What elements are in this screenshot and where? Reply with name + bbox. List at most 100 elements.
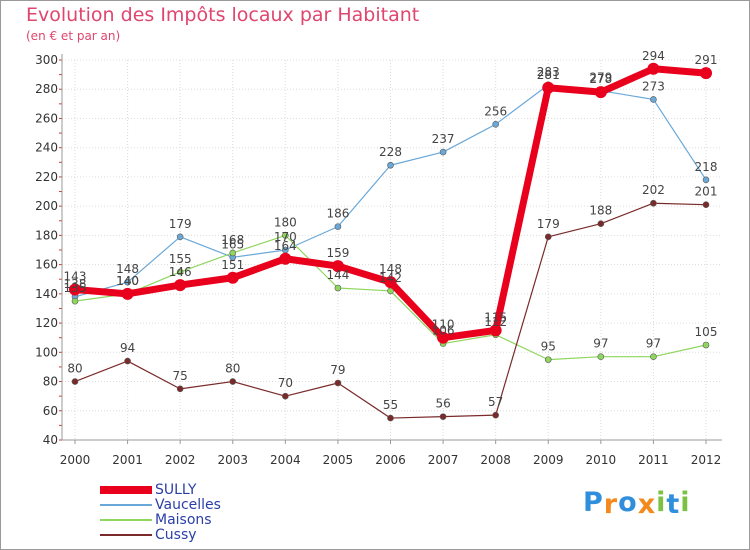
point-sully: [594, 86, 607, 99]
point-vaucelles: [176, 233, 184, 241]
logo-letter: x: [637, 489, 657, 520]
data-label-sully: 148: [379, 262, 402, 276]
data-label-maisons: 105: [695, 325, 718, 339]
data-label-vaucelles: 179: [169, 217, 192, 231]
data-label-cussy: 80: [67, 362, 82, 376]
point-cussy: [387, 414, 394, 422]
logo-letter: i: [656, 487, 667, 518]
x-tick-label: 2012: [691, 453, 722, 467]
y-tick-label: 280: [35, 82, 58, 96]
data-label-cussy: 202: [642, 183, 665, 197]
grid: [62, 59, 722, 441]
y-tick-label: 140: [35, 287, 58, 301]
point-sully: [700, 67, 712, 80]
data-label-sully: 140: [116, 274, 139, 288]
point-cussy: [229, 378, 237, 385]
point-sully: [331, 260, 344, 273]
data-label-cussy: 201: [695, 185, 718, 199]
legend-label-sully: SULLY: [155, 482, 197, 498]
data-label-cussy: 179: [537, 217, 560, 231]
data-label-maisons: 140: [116, 274, 139, 288]
legend-swatch-maisons: [100, 519, 152, 521]
data-label-sully: 146: [169, 265, 192, 279]
data-label-sully: 291: [695, 53, 718, 67]
data-labels: 143 140 146 151 164 159 148 110 115 281 278 294 291 1…: [64, 49, 718, 412]
point-sully: [174, 279, 187, 292]
point-vaucelles: [334, 223, 342, 230]
data-label-sully: 294: [642, 49, 665, 63]
point-vaucelles: [650, 96, 657, 103]
data-label-cussy: 188: [589, 204, 612, 218]
x-tick-label: 2002: [165, 453, 196, 467]
y-tick-label: 240: [35, 141, 58, 155]
point-maisons: [176, 268, 184, 276]
legend-swatch-sully: [100, 486, 152, 494]
point-sully: [542, 81, 555, 94]
point-maisons: [229, 249, 237, 257]
data-label-vaucelles: 186: [326, 207, 349, 221]
point-sully: [489, 324, 502, 337]
data-label-cussy: 79: [330, 363, 345, 377]
logo-letter: P: [583, 487, 604, 518]
x-tick-label: 2007: [428, 453, 459, 467]
y-tick-label: 80: [43, 375, 58, 389]
point-sully: [384, 276, 397, 289]
point-maisons: [702, 341, 710, 349]
data-label-maisons: 142: [379, 271, 402, 285]
data-label-sully: 159: [326, 246, 349, 260]
legend-swatch-cussy: [100, 534, 152, 536]
data-label-cussy: 56: [435, 397, 450, 411]
logo-letter: o: [618, 487, 638, 518]
point-cussy: [282, 392, 289, 400]
point-vaucelles: [387, 161, 394, 169]
data-label-sully: 143: [64, 269, 87, 283]
point-sully: [69, 283, 81, 296]
data-label-maisons: 95: [541, 340, 556, 354]
y-tick-label: 180: [35, 228, 58, 242]
x-tick-label: 2010: [586, 453, 617, 467]
data-label-vaucelles: 273: [642, 79, 665, 93]
data-label-cussy: 55: [383, 398, 398, 412]
data-label-vaucelles: 148: [116, 262, 139, 276]
data-label-vaucelles: 279: [589, 71, 612, 85]
data-label-maisons: 112: [484, 315, 507, 329]
logo-letter: i: [680, 487, 691, 518]
legend-swatch-vaucelles: [100, 504, 152, 506]
x-tick-label: 2011: [638, 453, 669, 467]
y-tick-label: 40: [43, 433, 58, 447]
data-label-maisons: 155: [169, 252, 192, 266]
axes: 40 60 80 100 120 140 160 180 200 220 240 260 280 300 2…: [35, 53, 722, 467]
data-label-cussy: 94: [120, 341, 135, 355]
y-tick-label: 220: [35, 170, 58, 184]
point-maisons: [282, 232, 289, 239]
x-tick-label: 2008: [480, 453, 511, 467]
data-label-vaucelles: 165: [221, 237, 244, 251]
point-maisons: [334, 284, 342, 292]
series-lines: [69, 62, 712, 422]
data-label-maisons: 97: [593, 337, 608, 351]
x-tick-label: 2006: [375, 453, 406, 467]
data-label-sully: 278: [589, 72, 612, 86]
data-label-cussy: 80: [225, 362, 240, 376]
chart-title: Evolution des Impôts locaux par Habitant: [26, 4, 420, 26]
data-label-vaucelles: 237: [432, 132, 455, 146]
x-tick-label: 2001: [112, 453, 143, 467]
point-sully: [226, 271, 239, 284]
point-cussy: [597, 220, 605, 227]
point-cussy: [492, 411, 499, 419]
data-label-sully: 151: [221, 258, 244, 272]
y-tick-label: 60: [43, 404, 58, 418]
point-vaucelles: [492, 121, 499, 128]
x-tick-label: 2003: [217, 453, 248, 467]
data-label-maisons: 106: [432, 324, 455, 338]
point-sully: [647, 62, 660, 75]
data-label-maisons: 180: [274, 215, 297, 229]
y-tick-label: 120: [35, 316, 58, 330]
data-label-sully: 281: [537, 68, 560, 82]
data-label-maisons: 97: [646, 337, 661, 351]
point-cussy: [702, 201, 710, 208]
x-tick-label: 2005: [323, 453, 354, 467]
x-tick-label: 2009: [533, 453, 564, 467]
chart-subtitle: (en € et par an): [26, 29, 121, 43]
